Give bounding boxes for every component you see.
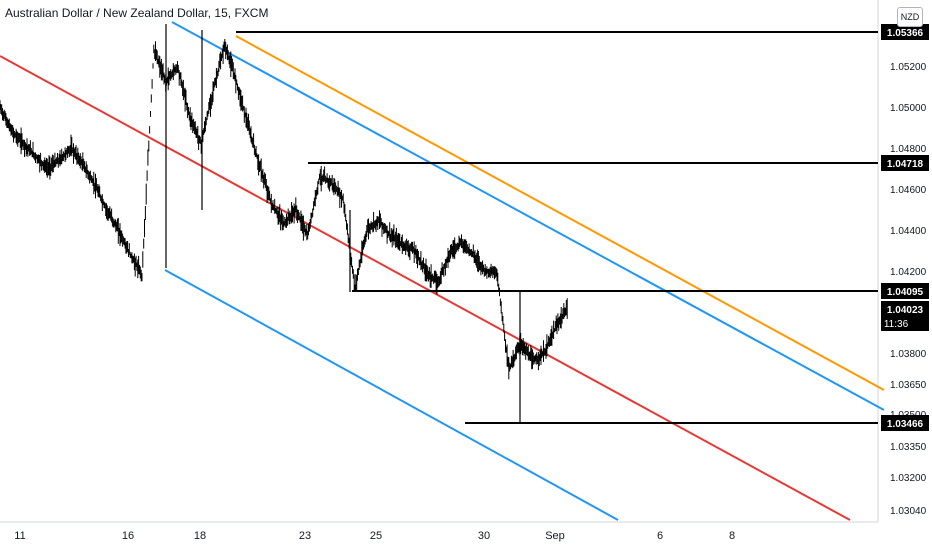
price-label-1-03466: 1.03466: [881, 415, 929, 431]
current-price-bg: [881, 301, 929, 331]
y-tick-label: 1.03800: [890, 349, 927, 360]
x-tick-label: 11: [14, 530, 25, 542]
x-tick-label: Sep: [545, 530, 565, 542]
y-tick-label: 1.04400: [890, 226, 927, 237]
price-label-text: 1.03466: [887, 419, 924, 430]
y-tick-label: 1.05200: [890, 62, 927, 73]
y-tick-label: 1.03350: [890, 442, 927, 453]
x-tick-label: 18: [194, 530, 206, 542]
price-label-1-04718: 1.04718: [881, 155, 929, 171]
y-tick-label: 1.04600: [890, 185, 927, 196]
x-axis-ticks: 11 16 18 23 25 30 Sep 6 8: [14, 530, 735, 542]
current-price-value: 1.04023: [887, 305, 924, 316]
x-tick-label: 30: [478, 530, 490, 542]
y-tick-label: 1.03200: [890, 473, 927, 484]
red-regression-line[interactable]: [0, 55, 851, 521]
price-label-bg: [881, 415, 929, 431]
current-price-label: 1.04023 11:36: [881, 301, 929, 331]
x-tick-label: 6: [657, 530, 663, 542]
chart-title: Australian Dollar / New Zealand Dollar, …: [5, 6, 269, 20]
x-tick-label: 23: [299, 530, 311, 542]
orange-trend-line[interactable]: [235, 35, 885, 391]
y-tick-label: 1.04200: [890, 267, 927, 278]
y-tick-label: 1.03040: [890, 506, 927, 517]
price-label-text: 1.05366: [887, 28, 924, 39]
y-tick-label: 1.03650: [890, 380, 927, 391]
price-candles: [0, 24, 568, 424]
x-tick-label: 25: [370, 530, 382, 542]
y-axis-ticks: 1.05200 1.05000 1.04800 1.04600 1.04400 …: [890, 62, 927, 517]
x-tick-label: 8: [729, 530, 735, 542]
blue-upper-channel-line[interactable]: [171, 21, 885, 411]
price-label-text: 1.04095: [887, 287, 924, 298]
bar-countdown: 11:36: [884, 319, 909, 330]
y-tick-label: 1.04800: [890, 144, 927, 155]
y-tick-label: 1.05000: [890, 103, 927, 114]
price-label-1-05366: 1.05366: [881, 24, 929, 40]
x-tick-label: 16: [122, 530, 134, 542]
price-label-bg: [881, 24, 929, 40]
price-label-bg: [881, 155, 929, 171]
currency-button[interactable]: NZD: [897, 7, 923, 27]
price-label-1-04095: 1.04095: [881, 283, 929, 299]
price-label-text: 1.04718: [887, 159, 924, 170]
price-label-bg: [881, 283, 929, 299]
blue-lower-channel-line[interactable]: [164, 269, 619, 521]
